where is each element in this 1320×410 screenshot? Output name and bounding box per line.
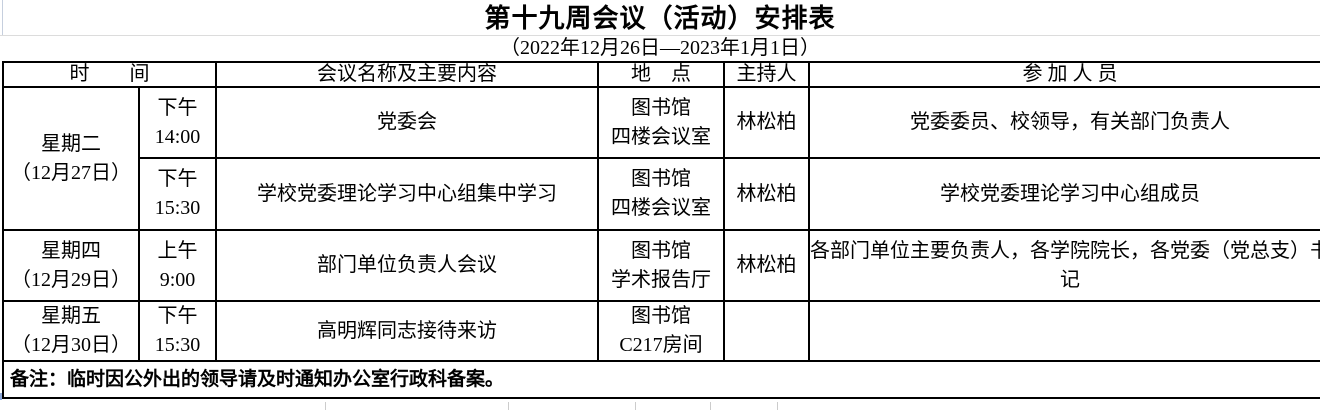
date-label: （12月27日）: [11, 161, 131, 184]
sheet-gridline-vertical: [2, 0, 3, 35]
time-label: 15:30: [154, 334, 201, 356]
cell-host-empty[interactable]: [723, 300, 810, 362]
period-label: 下午: [157, 305, 198, 327]
cell-day-tue[interactable]: 星期二 （12月27日）: [2, 86, 140, 231]
date-label: （12月29日）: [11, 268, 131, 291]
cell-participants[interactable]: 学校党委理论学习中心组成员: [808, 157, 1320, 231]
location-line: 四楼会议室: [611, 125, 711, 148]
cell-meeting[interactable]: 部门单位负责人会议: [215, 229, 599, 302]
sheet-gridline-bottom: [777, 402, 778, 410]
location-line: 图书馆: [631, 168, 691, 190]
header-location[interactable]: 地 点: [597, 61, 725, 88]
sheet-gridline-bottom: [325, 402, 326, 410]
cell-meeting[interactable]: 高明辉同志接待来访: [215, 300, 599, 362]
time-label: 14:00: [154, 125, 201, 148]
cell-location[interactable]: 图书馆 四楼会议室: [597, 157, 725, 231]
page-subtitle: （2022年12月26日—2023年1月1日）: [500, 37, 820, 59]
cell-location[interactable]: 图书馆 学术报告厅: [597, 229, 725, 302]
cell-time[interactable]: 上午 9:00: [138, 229, 217, 302]
header-row: 时 间 会议名称及主要内容 地 点 主持人 参 加 人 员: [2, 61, 1320, 88]
schedule-table: 时 间 会议名称及主要内容 地 点 主持人 参 加 人 员 星期二 （12月27…: [2, 61, 1320, 399]
page-title: 第十九周会议（活动）安排表: [484, 3, 836, 33]
cell-meeting[interactable]: 学校党委理论学习中心组集中学习: [215, 157, 599, 231]
location-line: 图书馆: [631, 96, 691, 119]
cell-time[interactable]: 下午 14:00: [138, 86, 217, 159]
location-line: 图书馆: [631, 305, 691, 327]
note-cell[interactable]: 备注：临时因公外出的领导请及时通知办公室行政科备案。: [2, 360, 1320, 399]
location-line: 图书馆: [631, 239, 691, 262]
header-participants[interactable]: 参 加 人 员: [808, 61, 1320, 88]
location-line: C217房间: [619, 334, 703, 356]
period-label: 下午: [157, 168, 198, 190]
cell-day-thu[interactable]: 星期四 （12月29日）: [2, 229, 140, 302]
cell-host[interactable]: 林松柏: [723, 86, 810, 159]
cell-participants[interactable]: 党委委员、校领导，有关部门负责人: [808, 86, 1320, 159]
period-label: 下午: [157, 96, 198, 119]
table-row: 星期二 （12月27日） 下午 14:00 党委会 图书馆 四楼会议室 林松柏 …: [2, 86, 1320, 231]
location-line: 学术报告厅: [611, 268, 711, 291]
header-time[interactable]: 时 间: [2, 61, 217, 88]
day-label: 星期二: [41, 132, 101, 155]
time-label: 15:30: [154, 197, 201, 219]
sheet-gridline-bottom: [710, 402, 711, 410]
cell-meeting[interactable]: 党委会: [215, 86, 599, 159]
sheet-gridline-bottom: [508, 402, 509, 410]
table-row: 星期五 （12月30日） 下午 15:30 高明辉同志接待来访 图书馆 C217…: [2, 300, 1320, 362]
period-label: 上午: [157, 239, 198, 262]
cell-time[interactable]: 下午 15:30: [138, 157, 217, 231]
note-row: 备注：临时因公外出的领导请及时通知办公室行政科备案。: [2, 360, 1320, 399]
cell-participants[interactable]: 各部门单位主要负责人，各学院院长，各党委（党总支）书记: [808, 229, 1320, 302]
header-meeting[interactable]: 会议名称及主要内容: [215, 61, 599, 88]
cell-day-fri[interactable]: 星期五 （12月30日）: [2, 300, 140, 362]
table-row: 星期四 （12月29日） 上午 9:00 部门单位负责人会议 图书馆 学术报告厅…: [2, 229, 1320, 302]
sheet-gridline-horizontal: [0, 35, 1320, 36]
cell-participants-empty[interactable]: [808, 300, 1320, 362]
cell-location[interactable]: 图书馆 四楼会议室: [597, 86, 725, 159]
cell-time[interactable]: 下午 15:30: [138, 300, 217, 362]
day-label: 星期五: [41, 305, 101, 327]
date-label: （12月30日）: [11, 334, 131, 356]
day-label: 星期四: [41, 239, 101, 262]
table-row: 下午 15:30 学校党委理论学习中心组集中学习 图书馆 四楼会议室 林松柏 学…: [3, 157, 1320, 231]
cell-location[interactable]: 图书馆 C217房间: [597, 300, 725, 362]
time-label: 9:00: [159, 268, 196, 291]
sheet-gridline-bottom: [635, 402, 636, 410]
cell-host[interactable]: 林松柏: [723, 157, 810, 231]
header-host[interactable]: 主持人: [723, 61, 810, 88]
cell-host[interactable]: 林松柏: [723, 229, 810, 302]
selection-tick: [0, 393, 2, 400]
location-line: 四楼会议室: [611, 197, 711, 219]
